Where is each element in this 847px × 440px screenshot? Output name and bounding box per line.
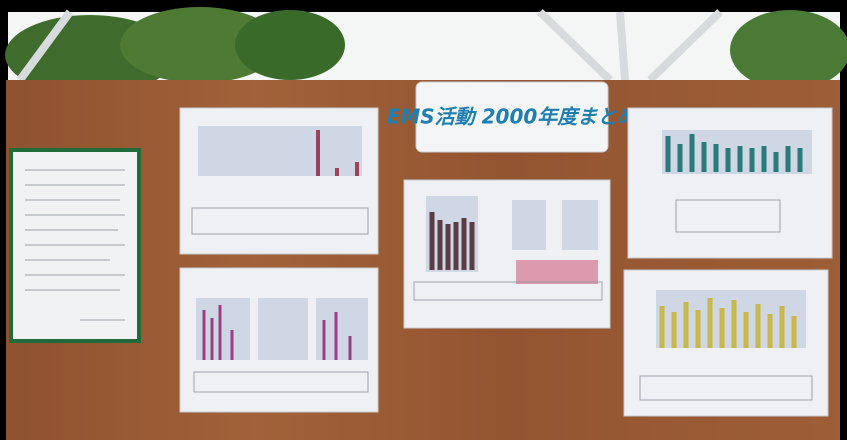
decor-bar xyxy=(355,162,359,176)
decor-block xyxy=(516,260,598,284)
sign-text: EMS活動 2000年度まとめ xyxy=(387,105,639,129)
poster-chart xyxy=(562,200,598,250)
poster-chart xyxy=(258,298,308,360)
scene: EMS活動 2000年度まとめ xyxy=(0,0,847,440)
decor-bar xyxy=(316,130,320,176)
tree xyxy=(235,10,345,80)
poster-chart xyxy=(512,200,546,250)
page: EMS活動 2000年度まとめ (() => { const data = JS… xyxy=(0,0,847,440)
decor-bar xyxy=(335,168,339,176)
tree xyxy=(730,10,847,90)
right-edge xyxy=(840,80,847,440)
